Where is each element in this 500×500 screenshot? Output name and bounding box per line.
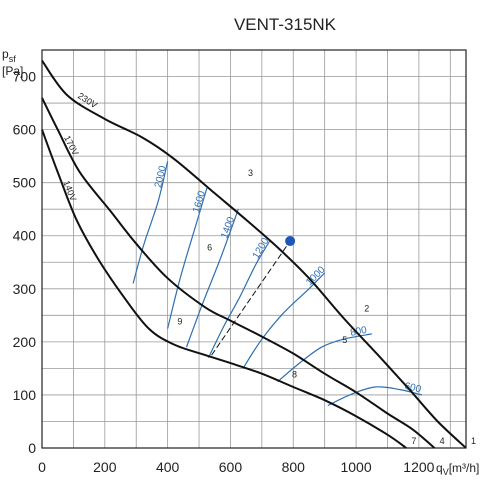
- y-tick-label: 700: [13, 69, 37, 85]
- rpm-line: [207, 240, 271, 359]
- y-tick-label: 0: [28, 440, 36, 456]
- rpm-label: 2000: [153, 164, 169, 189]
- rpm-label: 1600: [191, 189, 208, 214]
- point-label: 4: [440, 436, 445, 446]
- rpm-line: [185, 208, 239, 348]
- y-tick-label: 400: [13, 228, 37, 244]
- system-line: [211, 240, 291, 356]
- point-label: 5: [342, 335, 347, 345]
- x-tick-label: 200: [93, 459, 117, 475]
- chart-title: VENT-315NK: [234, 15, 337, 34]
- point-label: 2: [364, 303, 369, 313]
- rpm-line: [327, 386, 423, 407]
- series-line: [41, 129, 407, 449]
- grid: [42, 50, 466, 448]
- plot-frame: [41, 49, 467, 449]
- tick-labels: 0 200 400 600 800 1000 1200 0 100 200 300 400 500 600…: [13, 69, 435, 475]
- y-axis-unit: [Pa]: [2, 64, 23, 78]
- x-tick-label: 1200: [403, 459, 434, 475]
- x-axis-label: qV[m³/h]: [436, 461, 479, 477]
- point-label: 1: [471, 436, 476, 446]
- operating-point: [285, 236, 296, 247]
- rpm-label: 1400: [219, 215, 237, 240]
- rpm-line: [277, 333, 372, 383]
- y-tick-label: 500: [13, 175, 37, 191]
- series-line: [41, 97, 436, 449]
- point-labels: 1 2 3 4 5 6 7 8 9: [177, 168, 476, 446]
- x-tick-label: 800: [282, 459, 306, 475]
- y-tick-label: 300: [13, 281, 37, 297]
- point-label: 7: [411, 436, 416, 446]
- x-axis-unit: [m³/h]: [449, 461, 480, 475]
- x-axis-label-sub: V: [443, 467, 449, 477]
- rpm-line: [167, 187, 208, 329]
- y-tick-label: 600: [13, 122, 37, 138]
- y-tick-label: 200: [13, 334, 37, 350]
- rpm-line: [132, 161, 169, 284]
- y-axis-label: psf: [2, 47, 16, 64]
- series-line: [41, 60, 467, 449]
- x-axis-label-main: q: [436, 461, 443, 475]
- x-tick-label: 1000: [340, 459, 371, 475]
- y-axis-label-sub: sf: [9, 54, 17, 64]
- series-name-label: 230V: [76, 91, 99, 111]
- point-label: 9: [177, 317, 182, 327]
- rpm-label: 600: [403, 381, 422, 396]
- x-tick-label: 0: [38, 459, 46, 475]
- x-tick-label: 600: [219, 459, 243, 475]
- point-label: 3: [248, 168, 253, 178]
- y-tick-label: 100: [13, 387, 37, 403]
- y-axis-label-main: p: [2, 47, 9, 61]
- point-label: 8: [292, 370, 297, 380]
- x-tick-label: 400: [156, 459, 180, 475]
- point-label: 6: [207, 242, 212, 252]
